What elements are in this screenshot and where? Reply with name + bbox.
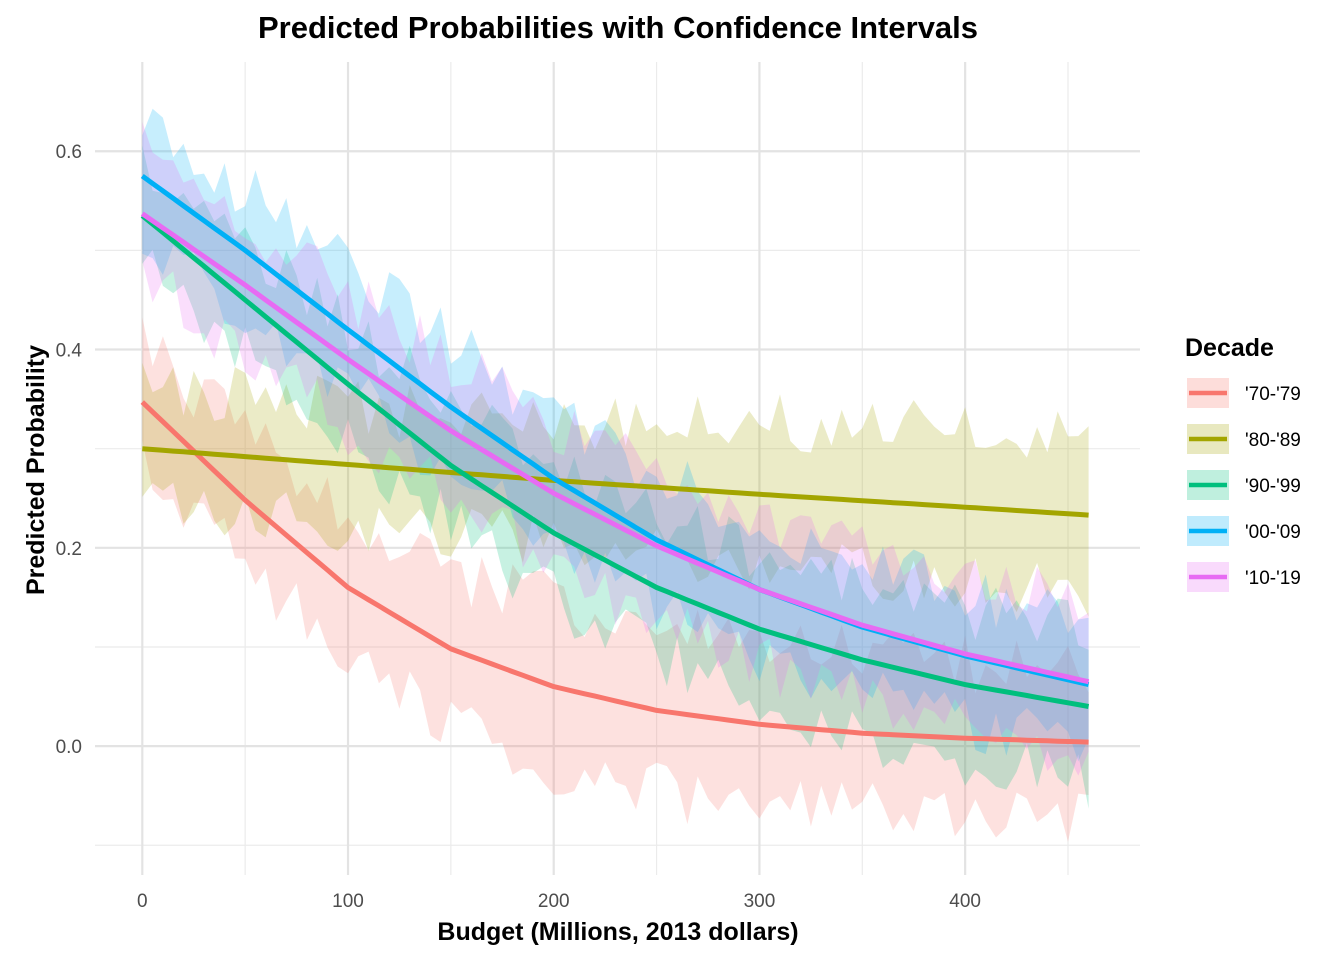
x-tick-label: 200 (538, 891, 570, 912)
legend: Decade '70-'79 '80-'89 '90-'99 '00-'09 '10-'… (1185, 334, 1301, 592)
x-axis-title: Budget (Millions, 2013 dollars) (437, 918, 798, 946)
confidence-bands (142, 108, 1089, 842)
y-tick-label: 0.4 (56, 341, 83, 362)
legend-label: '10-'19 (1245, 568, 1301, 589)
series-lines (140, 173, 1090, 745)
y-tick-label: 0.2 (56, 539, 82, 560)
legend-label: '00-'09 (1245, 522, 1301, 543)
x-tick-label: 0 (137, 891, 148, 912)
legend-label: '70-'79 (1245, 384, 1301, 405)
line-3 (140, 213, 1090, 709)
legend-label: '80-'89 (1245, 430, 1301, 451)
legend-label: '90-'99 (1245, 476, 1301, 497)
band-1 (142, 317, 1089, 842)
x-tick-label: 400 (949, 891, 981, 912)
band-2 (142, 362, 1089, 617)
line-5 (140, 211, 1090, 685)
chart-title: Predicted Probabilities with Confidence … (258, 10, 978, 45)
y-axis-title: Predicted Probability (22, 345, 50, 595)
x-tick-label: 300 (744, 891, 776, 912)
x-tick-labels: 0 100 200 300 400 (137, 891, 981, 912)
band-3 (142, 145, 1089, 809)
y-tick-label: 0.6 (56, 142, 82, 163)
band-5 (142, 122, 1089, 776)
y-tick-labels: 0.0 0.2 0.4 0.6 (56, 142, 83, 758)
line-1 (140, 400, 1089, 745)
legend-title: Decade (1185, 334, 1274, 362)
line-2 (142, 446, 1089, 518)
band-4 (142, 108, 1089, 762)
y-tick-label: 0.0 (56, 737, 82, 758)
x-tick-label: 100 (332, 891, 364, 912)
